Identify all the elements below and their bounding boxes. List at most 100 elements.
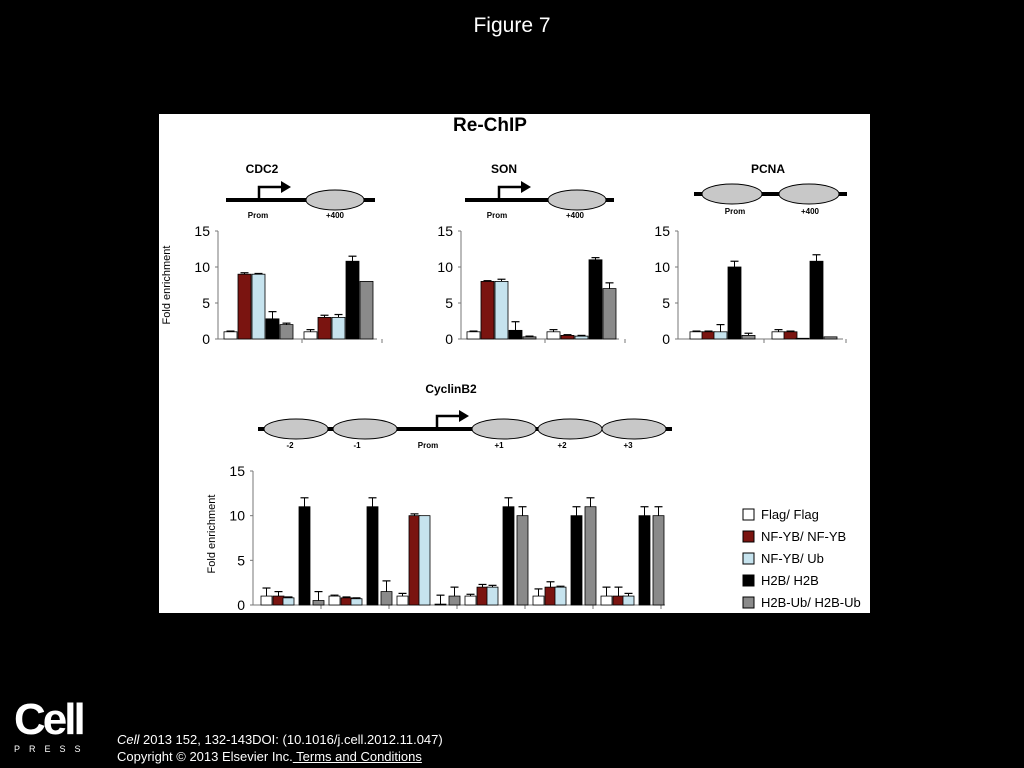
bar [366,506,379,606]
bar [480,280,495,340]
legend-swatch [742,596,755,609]
bar [359,280,374,340]
bar [771,331,786,340]
logo-word: Cell [14,695,86,744]
legend-label: NF-YB/ Ub [761,551,824,566]
cyclinb2-title: CyclinB2 [425,382,477,396]
chart-cdc2: 0 5 10 15 Fold enrichment [161,223,383,347]
y-tick-label: 0 [237,597,245,613]
nucleosome [537,418,603,440]
bar [298,506,311,606]
bar [350,598,363,606]
figure-svg: Re-ChIP CDC2 Prom +400 SON Prom +400 PCNA Prom +… [161,115,861,613]
bar [622,595,635,606]
bar [486,586,499,606]
bar [494,280,509,340]
bar [380,591,393,606]
nucleosome [701,183,763,205]
pcna-title: PCNA [751,162,785,176]
legend: Flag/ Flag NF-YB/ NF-YB NF-YB/ Ub H2B/ H2B H… [742,507,861,610]
logo-subtext: PRESS [14,744,90,754]
legend-label: H2B/ H2B [761,573,819,588]
bar [516,515,529,606]
copyright-text: Copyright © 2013 Elsevier Inc. [117,749,293,764]
son-400-label: +400 [566,211,585,220]
bar [795,337,810,340]
bar [396,595,409,606]
y-tick-label: 0 [445,331,453,347]
legend-label: NF-YB/ NF-YB [761,529,846,544]
y-tick-label: 5 [202,295,210,311]
bar [282,597,295,606]
bar [522,336,537,340]
tss-arrow-head [459,410,469,422]
bar-charts: 0 5 10 15 Fold enrichment 0 5 10 15 0 5 10 15 0 5 10 15 F… [161,223,847,613]
cyclinb2-label: -2 [286,441,294,450]
bar [546,331,561,340]
slide-title: Figure 7 [473,14,551,37]
terms-link[interactable]: Terms and Conditions [292,749,422,764]
y-tick-label: 5 [662,295,670,311]
citation-journal: Cell [117,732,140,747]
bar [554,586,567,606]
bar [328,595,341,606]
tss-arrow-line [497,185,523,200]
bar [312,600,325,606]
bar [600,595,613,606]
pcna-400-label: +400 [801,207,820,216]
bar [272,595,285,606]
y-tick-label: 10 [654,259,670,275]
bar [476,586,489,606]
y-axis-label: Fold enrichment [206,495,218,574]
y-tick-label: 5 [445,295,453,311]
bar [638,515,651,606]
cyclinb2-diagram: CyclinB2 -2 -1 Prom +1 +2 +3 [258,382,672,450]
y-tick-label: 0 [202,331,210,347]
bar [408,515,421,606]
tss-arrow-line [257,185,283,200]
bar [713,331,728,340]
y-tick-label: 10 [229,508,245,524]
legend-swatch [742,574,755,587]
cdc2-prom-label: Prom [248,211,268,220]
nucleosome [305,189,365,211]
bar [727,266,742,340]
bar [237,273,252,340]
nucleosome [547,189,607,211]
y-tick-label: 15 [229,463,245,479]
figure-panel: Re-ChIP CDC2 Prom +400 SON Prom +400 PCNA Prom +… [159,114,870,613]
legend-swatch [742,508,755,521]
son-prom-label: Prom [487,211,507,220]
bar [418,515,431,606]
bar [502,506,515,606]
bar [689,331,704,340]
son-diagram: SON Prom +400 [465,162,614,220]
bar [279,324,294,340]
bar [434,603,447,606]
chart-son: 0 5 10 15 [437,223,626,347]
y-tick-label: 5 [237,552,245,568]
bar [448,595,461,606]
tss-arrow-head [521,181,531,193]
legend-swatch [742,552,755,565]
bar [783,331,798,340]
bar [701,331,716,340]
bar [532,595,545,606]
bar [809,260,824,340]
cyclinb2-label: +1 [494,441,504,450]
cyclinb2-label: +2 [557,441,567,450]
nucleosome [471,418,537,440]
bar [574,335,589,340]
bar [345,260,360,340]
cyclinb2-label: +3 [623,441,633,450]
bar [340,597,353,606]
cdc2-title: CDC2 [246,162,279,176]
bar [544,586,557,606]
locus-diagrams: CDC2 Prom +400 SON Prom +400 PCNA Prom +400 Cycli… [226,162,847,450]
cdc2-diagram: CDC2 Prom +400 [226,162,375,220]
bar [741,334,756,340]
cdc2-400-label: +400 [326,211,345,220]
bar [612,595,625,606]
chart-cyclinb2: 0 5 10 15 Fold enrichment [206,463,665,613]
bar [652,515,665,606]
